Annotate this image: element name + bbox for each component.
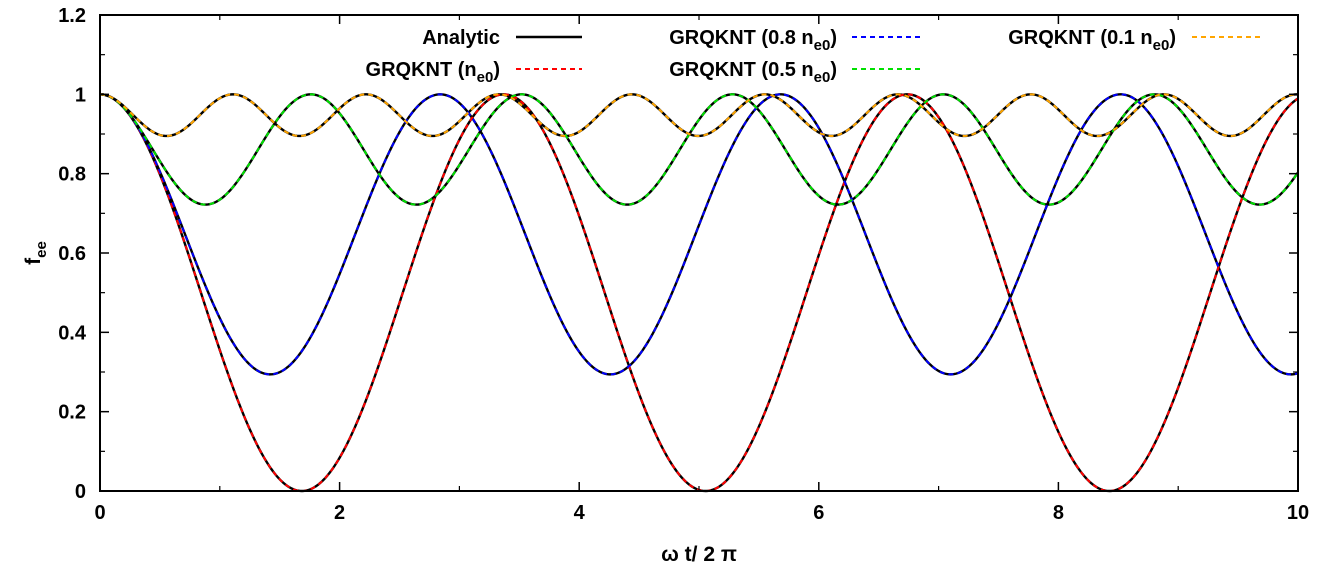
legend-label-0: Analytic — [422, 27, 500, 49]
series-3 — [99, 93, 1299, 206]
series-1-line — [99, 93, 1299, 493]
plot-frame — [99, 14, 1299, 492]
x-tick-label: 10 — [1287, 502, 1309, 524]
series-1 — [99, 93, 1299, 493]
y-tick-label: 1.2 — [58, 5, 86, 27]
y-tick-label: 0.6 — [58, 243, 86, 265]
series-0 — [99, 93, 1299, 493]
y-axis-label-base: f — [22, 257, 45, 265]
x-tick-label: 6 — [813, 502, 824, 524]
series-0-line-0 — [99, 93, 1299, 493]
y-tick-label: 0.4 — [58, 322, 87, 344]
series-3-line — [99, 93, 1299, 206]
y-tick-label: 1 — [75, 84, 86, 106]
legend-label-1: GRQKNT (ne0) — [366, 59, 500, 86]
legend-label-2: GRQKNT (0.8 ne0) — [669, 27, 837, 54]
series-0-line-2 — [99, 93, 1299, 206]
series-4 — [99, 93, 1299, 137]
x-axis-label: ω t/ 2 π — [661, 543, 737, 566]
legend-label-3: GRQKNT (0.5 ne0) — [669, 59, 837, 86]
legend: Analytic GRQKNT (ne0) GRQKNT (0.8 ne0) GRQK… — [366, 27, 1260, 86]
x-tick-label: 0 — [94, 502, 105, 524]
legend-label-4: GRQKNT (0.1 ne0) — [1008, 27, 1176, 54]
x-tick-label: 8 — [1053, 502, 1064, 524]
y-tick-label: 0.2 — [58, 402, 86, 424]
y-axis-label-sub: ee — [33, 241, 50, 258]
series-2 — [99, 93, 1299, 376]
y-axis-label: fee — [22, 241, 50, 265]
series-4-line — [99, 93, 1299, 137]
y-tick-label: 0 — [75, 481, 86, 503]
series-2-line — [99, 93, 1299, 376]
y-tick-label: 0.8 — [58, 164, 86, 186]
series-layer — [99, 93, 1299, 493]
tick-layer: 0 2 4 6 8 10 0 0.2 0.4 0.6 0.8 1 1.2 — [58, 5, 1309, 524]
x-tick-label: 2 — [334, 502, 345, 524]
x-tick-label: 4 — [574, 502, 586, 524]
